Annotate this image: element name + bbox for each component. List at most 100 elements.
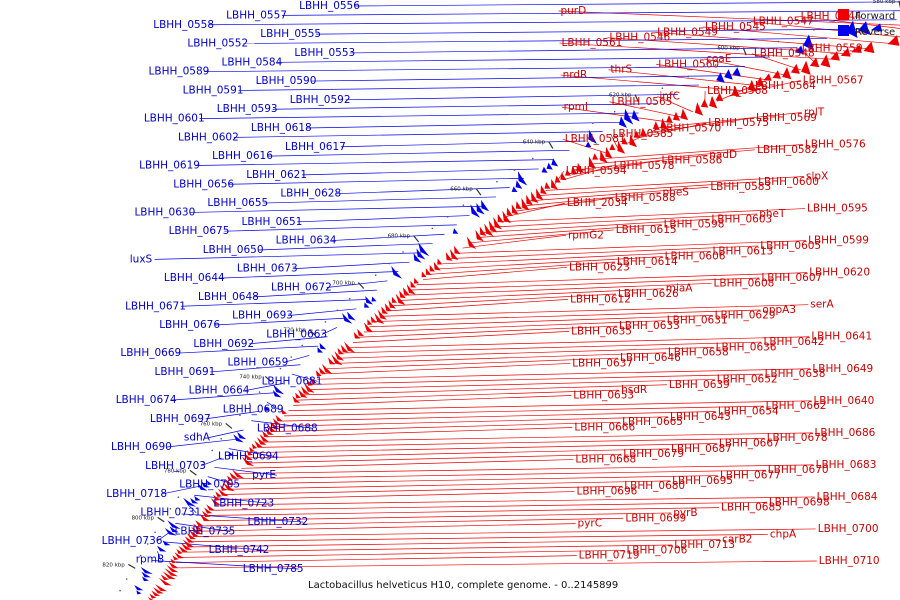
gene-label[interactable]: purD (560, 5, 586, 17)
gene-label[interactable]: LBHH_0601 (144, 113, 205, 125)
gene-label[interactable]: LBHH_0676 (159, 319, 220, 331)
gene-label[interactable]: LBHH_0586 (661, 155, 722, 167)
gene-label[interactable]: LBHH_0684 (817, 491, 878, 503)
gene-label[interactable]: LBHH_0588 (615, 192, 676, 204)
gene-label[interactable]: LBHH_0646 (620, 352, 681, 364)
gene-label[interactable]: LBHH_0589 (149, 66, 210, 78)
gene-label[interactable]: LBHH_0590 (256, 75, 317, 87)
gene-label[interactable]: rpmB (136, 554, 164, 566)
gene-label[interactable]: LBHH_0555 (260, 28, 321, 40)
gene-label[interactable]: LBHH_0785 (243, 563, 304, 575)
gene-label[interactable]: LBHH_0679 (623, 448, 684, 460)
gene-label[interactable]: LBHH_0615 (616, 224, 677, 236)
gene-label[interactable]: luxS (130, 253, 153, 265)
gene-label[interactable]: LBHH_0614 (617, 256, 678, 268)
gene-label[interactable]: LBHH_0736 (102, 535, 163, 547)
gene-label[interactable]: LBHH_0655 (207, 197, 268, 209)
gene-label[interactable]: LBHH_0731 (140, 507, 201, 519)
gene-label[interactable]: LBHH_0591 (183, 84, 244, 96)
gene-label[interactable]: LBHH_0705 (179, 479, 240, 491)
gene-label[interactable]: LBHH_0619 (139, 160, 200, 172)
gene-label[interactable]: LBHH_0732 (247, 516, 308, 528)
gene-label[interactable]: nrdR (563, 69, 588, 81)
gene-label[interactable]: nadD (709, 149, 737, 161)
gene-label[interactable]: LBHH_0663 (266, 328, 327, 340)
gene-label[interactable]: LBHH_0652 (717, 373, 778, 385)
gene-label[interactable]: LBHH_0608 (714, 277, 775, 289)
gene-label[interactable]: rplT (804, 106, 825, 118)
gene-label[interactable]: LBHH_0670 (768, 464, 829, 476)
gene-label[interactable]: LBHH_0677 (720, 470, 781, 482)
gene-label[interactable]: LBHH_0696 (576, 486, 637, 498)
gene-label[interactable]: slpX (806, 171, 828, 183)
gene-label[interactable]: LBHH_0578 (614, 160, 675, 172)
gene-label[interactable]: LBHH_0643 (670, 411, 731, 423)
gene-label[interactable]: LBHH_0633 (619, 320, 680, 332)
gene-label[interactable]: LBHH_0635 (571, 325, 632, 337)
gene-label[interactable]: LBHH_0599 (808, 235, 869, 247)
gene-label[interactable]: carB2 (722, 534, 752, 546)
gene-label[interactable]: LBHH_0606 (665, 251, 726, 263)
gene-label[interactable]: LBHH_0605 (760, 240, 821, 252)
gene-label[interactable]: LBHH_0719 (579, 550, 640, 562)
gene-label[interactable]: LBHH_0559 (802, 42, 863, 54)
gene-label[interactable]: LBHH_0565 (611, 96, 672, 108)
gene-label[interactable]: LBHH_0612 (570, 293, 631, 305)
gene-label[interactable]: LBHH_0602 (178, 131, 239, 143)
gene-label[interactable]: LBHH_0710 (819, 555, 880, 567)
gene-label[interactable]: LBHH_0631 (667, 315, 728, 327)
gene-label[interactable]: LBHH_0629 (715, 309, 776, 321)
gene-label[interactable]: pyrB (673, 507, 697, 519)
gene-label[interactable]: LBHH_0683 (816, 459, 877, 471)
gene-label[interactable]: coaE (706, 53, 731, 65)
gene-label[interactable]: LBHH_0558 (153, 19, 214, 31)
gene-label[interactable]: LBHH_0651 (242, 216, 303, 228)
gene-label[interactable]: LBHH_0654 (718, 405, 779, 417)
gene-label[interactable]: chpA (770, 528, 797, 540)
gene-label[interactable]: LBHH_0688 (257, 422, 318, 434)
gene-label[interactable]: pheS (663, 187, 690, 199)
gene-label[interactable]: LBHH_0570 (660, 122, 721, 134)
gene-label[interactable]: LBHH_0673 (237, 263, 298, 275)
gene-label[interactable]: LBHH_0718 (106, 488, 167, 500)
gene-label[interactable]: LBHH_0630 (134, 206, 195, 218)
gene-label[interactable]: LBHH_0568 (707, 85, 768, 97)
gene-label[interactable]: LBHH_0689 (223, 403, 284, 415)
gene-label[interactable]: LBHH_0691 (155, 366, 216, 378)
gene-label[interactable]: LBHH_0593 (217, 103, 278, 115)
gene-label[interactable]: LBHH_0687 (671, 443, 732, 455)
gene-label[interactable]: rpmG2 (568, 229, 604, 241)
gene-label[interactable]: LBHH_0584 (221, 56, 282, 68)
gene-label[interactable]: LBHH_0556 (299, 0, 360, 12)
gene-label[interactable]: LBHH_0662 (766, 400, 827, 412)
gene-label[interactable]: LBHH_0667 (719, 438, 780, 450)
gene-label[interactable]: LBHH_0585 (613, 128, 674, 140)
gene-label[interactable]: LBHH_0695 (672, 475, 733, 487)
gene-label[interactable]: LBHH_0693 (232, 310, 293, 322)
gene-label[interactable]: LBHH_0650 (203, 244, 264, 256)
gene-label[interactable]: LBHH_0644 (164, 272, 225, 284)
gene-label[interactable]: infC (659, 90, 680, 102)
gene-label[interactable]: LBHH_0665 (622, 416, 683, 428)
gene-label[interactable]: LBHH_0545 (705, 21, 766, 33)
gene-label[interactable]: LBHH_0639 (669, 379, 730, 391)
gene-label[interactable]: LBHH_0613 (712, 245, 773, 257)
gene-label[interactable]: LBHH_0607 (761, 272, 822, 284)
gene-label[interactable]: LBHH_0656 (173, 178, 234, 190)
gene-label[interactable]: oppA3 (762, 304, 796, 316)
gene-label[interactable]: LBHH_0703 (145, 460, 206, 472)
gene-label[interactable]: LBHH_0713 (674, 539, 735, 551)
gene-label[interactable]: LBHH_0668 (575, 454, 636, 466)
gene-label[interactable]: LBHH_0680 (624, 480, 685, 492)
gene-label[interactable]: LBHH_0742 (209, 544, 270, 556)
gene-label[interactable]: LBHH_0697 (150, 413, 211, 425)
gene-label[interactable]: LBHH_0581 (565, 133, 626, 145)
gene-label[interactable]: LBHH_0641 (811, 331, 872, 343)
gene-label[interactable]: LBHH_0659 (227, 357, 288, 369)
gene-label[interactable]: LBHH_0560 (658, 58, 719, 70)
gene-label[interactable]: LBHH_0618 (251, 122, 312, 134)
gene-label[interactable]: LBHH_0626 (618, 288, 679, 300)
gene-label[interactable]: LBHH_0598 (664, 219, 725, 231)
gene-label[interactable]: LBHH_0567 (803, 74, 864, 86)
gene-label[interactable]: LBHH_0546 (609, 32, 670, 44)
